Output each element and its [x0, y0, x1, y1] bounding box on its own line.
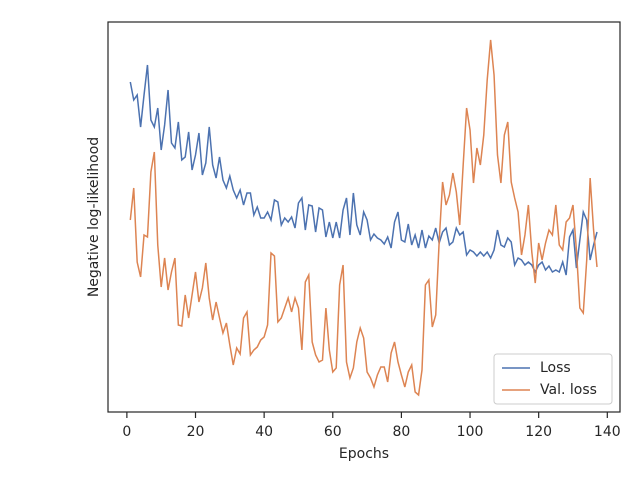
legend-label: Loss — [540, 360, 571, 376]
x-tick-label: 120 — [525, 424, 552, 440]
x-tick-label: 0 — [122, 424, 131, 440]
line — [129, 39, 598, 397]
x-tick-label: 140 — [594, 424, 621, 440]
x-tick-label: 20 — [187, 424, 205, 440]
x-tick-label: 80 — [392, 424, 410, 440]
y-axis-label: Negative log-likelihood — [86, 137, 102, 297]
x-tick-label: 60 — [324, 424, 342, 440]
line — [129, 64, 598, 276]
legend-box — [493, 353, 613, 405]
x-tick-label: 40 — [255, 424, 273, 440]
plot-frame — [107, 21, 621, 413]
x-axis-label: Epochs — [339, 446, 389, 462]
x-tick-label: 100 — [457, 424, 484, 440]
legend-label: Val. loss — [540, 382, 597, 398]
